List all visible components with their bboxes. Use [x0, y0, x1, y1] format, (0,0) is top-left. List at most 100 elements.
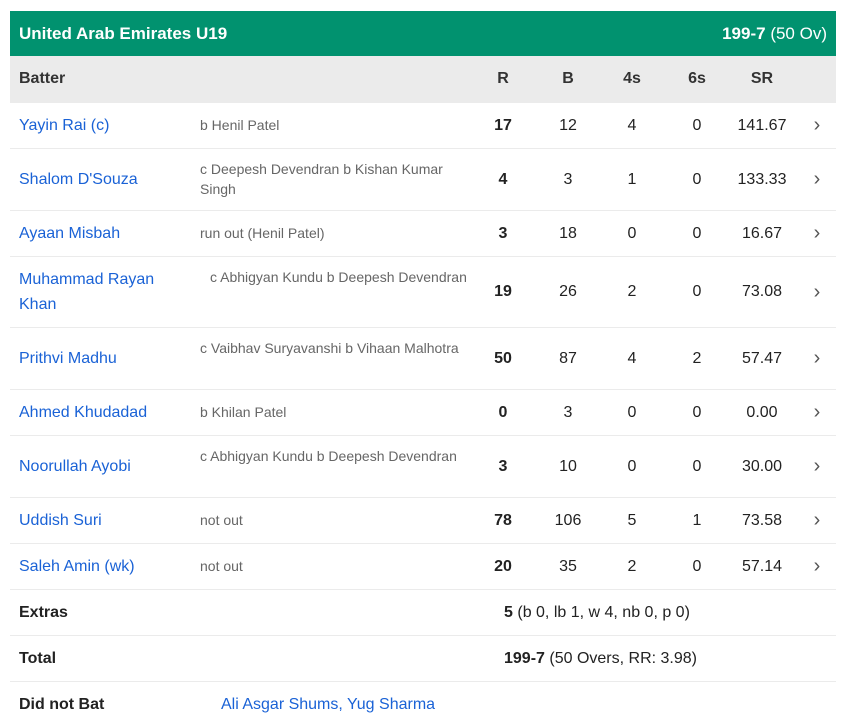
fours: 2	[627, 557, 637, 575]
fours: 5	[627, 511, 637, 529]
batter-row[interactable]: Yayin Rai (c) b Henil Patel 17 12 4 0 14…	[10, 103, 836, 149]
sixes: 0	[692, 457, 702, 475]
total-value: 199-7 (50 Overs, RR: 3.98)	[504, 636, 697, 681]
batter-row[interactable]: Saleh Amin (wk) not out 20 35 2 0 57.14 …	[10, 544, 836, 590]
batter-row[interactable]: Shalom D'Souza c Deepesh Devendran b Kis…	[10, 149, 836, 211]
dismissal: not out	[200, 558, 243, 574]
batter-name[interactable]: Yayin Rai (c)	[19, 117, 110, 134]
scorecard: United Arab Emirates U19 199-7 (50 Ov) B…	[10, 11, 836, 727]
batter-row[interactable]: Ayaan Misbah run out (Henil Patel) 3 18 …	[10, 211, 836, 257]
runs: 17	[494, 116, 512, 134]
total-score: 199-7	[504, 649, 545, 667]
batter-row[interactable]: Uddish Suri not out 78 106 5 1 73.58 ›	[10, 498, 836, 544]
sixes: 0	[692, 116, 702, 134]
fours: 4	[627, 116, 637, 134]
strike-rate: 57.14	[741, 557, 783, 575]
strike-rate: 0.00	[746, 403, 778, 421]
runs: 4	[498, 170, 508, 188]
chevron-right-icon[interactable]: ›	[813, 555, 821, 577]
dismissal: not out	[200, 512, 243, 528]
sixes: 0	[692, 283, 702, 300]
sixes: 0	[692, 403, 702, 421]
extras-row: Extras 5 (b 0, lb 1, w 4, nb 0, p 0)	[10, 590, 836, 636]
strike-rate: 141.67	[737, 116, 787, 134]
runs: 20	[494, 557, 512, 575]
overs: (50 Ov)	[770, 23, 827, 43]
col-4s: 4s	[623, 70, 641, 87]
chevron-right-icon[interactable]: ›	[813, 401, 821, 423]
batter-row[interactable]: Muhammad Rayan Khan c Abhigyan Kundu b D…	[10, 257, 836, 328]
batter-name[interactable]: Shalom D'Souza	[19, 171, 138, 188]
dismissal: run out (Henil Patel)	[200, 225, 325, 241]
dismissal: c Vaibhav Suryavanshi b Vihaan Malhotra	[200, 340, 459, 356]
dismissal: c Deepesh Devendran b Kishan Kumar Singh	[200, 161, 443, 197]
strike-rate: 73.58	[741, 511, 783, 529]
score: 199-7	[722, 23, 766, 43]
team-header: United Arab Emirates U19 199-7 (50 Ov)	[10, 11, 836, 56]
col-sr: SR	[750, 70, 774, 87]
sixes: 1	[692, 511, 702, 529]
fours: 1	[627, 170, 637, 188]
fours: 0	[627, 224, 637, 242]
sixes: 0	[692, 224, 702, 242]
balls: 3	[563, 403, 573, 421]
team-score: 199-7 (50 Ov)	[722, 24, 827, 44]
batter-row[interactable]: Noorullah Ayobi c Abhigyan Kundu b Deepe…	[10, 436, 836, 498]
batter-name[interactable]: Ahmed Khudadad	[19, 404, 148, 421]
strike-rate: 16.67	[741, 224, 783, 242]
batter-name[interactable]: Saleh Amin (wk)	[19, 558, 135, 575]
strike-rate: 133.33	[737, 170, 787, 188]
batter-row[interactable]: Prithvi Madhu c Vaibhav Suryavanshi b Vi…	[10, 328, 836, 390]
batter-name[interactable]: Muhammad Rayan Khan	[19, 271, 155, 313]
chevron-right-icon[interactable]: ›	[813, 114, 821, 136]
strike-rate: 30.00	[741, 457, 783, 475]
fours: 0	[627, 403, 637, 421]
extras-detail: (b 0, lb 1, w 4, nb 0, p 0)	[517, 603, 690, 621]
balls: 10	[559, 457, 577, 475]
chevron-right-icon[interactable]: ›	[813, 168, 821, 190]
dismissal: c Abhigyan Kundu b Deepesh Devendran	[200, 448, 457, 464]
total-row: Total 199-7 (50 Overs, RR: 3.98)	[10, 636, 836, 682]
fours: 4	[627, 349, 637, 367]
balls: 35	[559, 557, 577, 575]
team-name: United Arab Emirates U19	[19, 23, 228, 43]
fours: 0	[627, 457, 637, 475]
extras-label: Extras	[19, 603, 68, 621]
batter-name[interactable]: Ayaan Misbah	[19, 225, 121, 242]
chevron-right-icon[interactable]: ›	[813, 347, 821, 369]
fours: 2	[627, 283, 637, 300]
strike-rate: 73.08	[741, 283, 783, 300]
balls: 12	[559, 116, 577, 134]
batter-name[interactable]: Uddish Suri	[19, 512, 102, 529]
column-header: Batter R B 4s 6s SR	[10, 56, 836, 103]
total-detail: (50 Overs, RR: 3.98)	[549, 649, 697, 667]
total-label: Total	[19, 649, 57, 667]
batter-name[interactable]: Prithvi Madhu	[19, 350, 117, 367]
dismissal: b Khilan Patel	[200, 404, 287, 420]
sixes: 2	[692, 349, 702, 367]
chevron-right-icon[interactable]: ›	[813, 509, 821, 531]
balls: 3	[563, 170, 573, 188]
batter-name[interactable]: Noorullah Ayobi	[19, 458, 131, 475]
col-b: B	[562, 70, 574, 87]
dismissal: c Abhigyan Kundu b Deepesh Devendran	[210, 269, 467, 285]
runs: 50	[494, 349, 512, 367]
dismissal: b Henil Patel	[200, 117, 280, 133]
runs: 19	[494, 283, 512, 300]
batter-row[interactable]: Ahmed Khudadad b Khilan Patel 0 3 0 0 0.…	[10, 390, 836, 436]
sixes: 0	[692, 170, 702, 188]
col-r: R	[497, 70, 509, 87]
balls: 26	[559, 283, 577, 300]
extras-value: 5 (b 0, lb 1, w 4, nb 0, p 0)	[504, 590, 690, 635]
runs: 0	[498, 403, 508, 421]
chevron-right-icon[interactable]: ›	[813, 222, 821, 244]
col-6s: 6s	[688, 70, 706, 87]
chevron-right-icon[interactable]: ›	[813, 280, 821, 303]
runs: 3	[498, 457, 508, 475]
did-not-bat-label: Did not Bat	[19, 695, 105, 713]
chevron-right-icon[interactable]: ›	[813, 455, 821, 477]
extras-total: 5	[504, 603, 513, 621]
balls: 106	[554, 511, 582, 529]
did-not-bat-players[interactable]: Ali Asgar Shums, Yug Sharma	[221, 695, 436, 713]
col-batter: Batter	[19, 70, 66, 87]
